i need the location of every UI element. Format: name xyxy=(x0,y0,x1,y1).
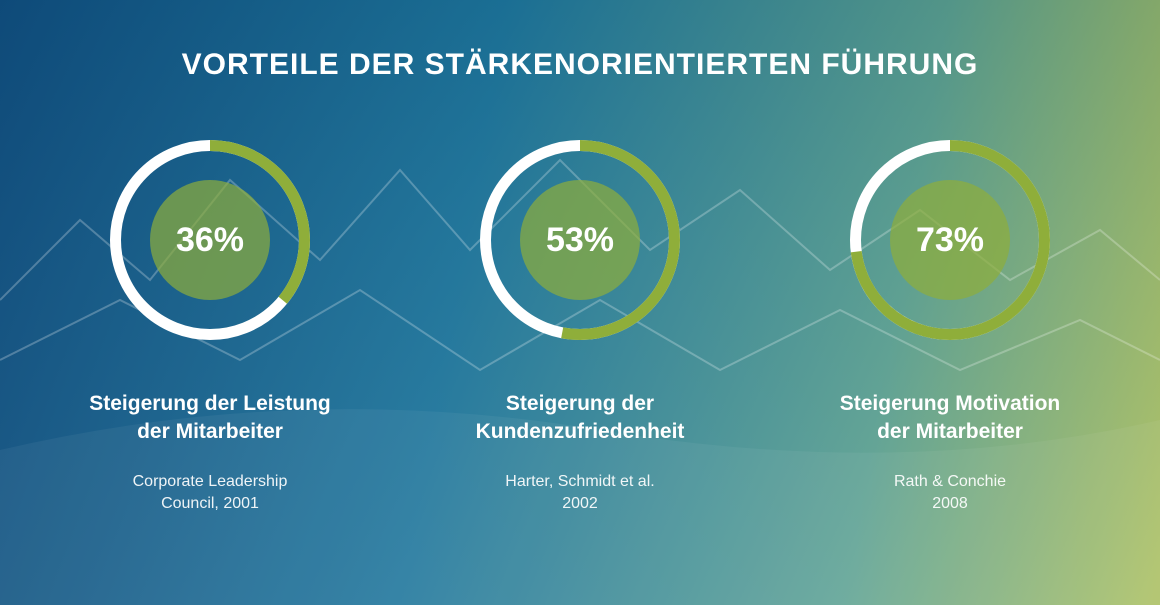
percent-value: 73% xyxy=(840,130,1060,350)
metric-source: Harter, Schmidt et al. 2002 xyxy=(505,471,654,516)
metric-source-line: Harter, Schmidt et al. xyxy=(505,473,654,490)
metric-source: Corporate Leadership Council, 2001 xyxy=(133,471,288,516)
percent-value: 36% xyxy=(100,130,320,350)
metric-card: 73% Steigerung Motivation der Mitarbeite… xyxy=(820,130,1080,515)
donut-chart: 73% xyxy=(840,130,1060,350)
metric-source-line: Council, 2001 xyxy=(161,495,259,512)
metrics-row: 36% Steigerung der Leistung der Mitarbei… xyxy=(0,130,1160,515)
infographic-stage: VORTEILE DER STÄRKENORIENTIERTEN FÜHRUNG… xyxy=(0,0,1160,605)
metric-label-line: der Mitarbeiter xyxy=(877,420,1023,443)
metric-card: 36% Steigerung der Leistung der Mitarbei… xyxy=(80,130,340,515)
page-title: VORTEILE DER STÄRKENORIENTIERTEN FÜHRUNG xyxy=(0,48,1160,82)
donut-chart: 36% xyxy=(100,130,320,350)
metric-label-line: Steigerung Motivation xyxy=(840,392,1061,415)
metric-label-line: Steigerung der Leistung xyxy=(89,392,331,415)
percent-value: 53% xyxy=(470,130,690,350)
metric-label-line: der Mitarbeiter xyxy=(137,420,283,443)
metric-source-line: 2008 xyxy=(932,495,968,512)
metric-label: Steigerung der Leistung der Mitarbeiter xyxy=(89,390,331,447)
donut-chart: 53% xyxy=(470,130,690,350)
metric-card: 53% Steigerung der Kundenzufriedenheit H… xyxy=(450,130,710,515)
metric-label: Steigerung der Kundenzufriedenheit xyxy=(476,390,685,447)
metric-source-line: 2002 xyxy=(562,495,598,512)
metric-label-line: Kundenzufriedenheit xyxy=(476,420,685,443)
metric-label: Steigerung Motivation der Mitarbeiter xyxy=(840,390,1061,447)
metric-label-line: Steigerung der xyxy=(506,392,654,415)
metric-source-line: Rath & Conchie xyxy=(894,473,1006,490)
metric-source: Rath & Conchie 2008 xyxy=(894,471,1006,516)
metric-source-line: Corporate Leadership xyxy=(133,473,288,490)
